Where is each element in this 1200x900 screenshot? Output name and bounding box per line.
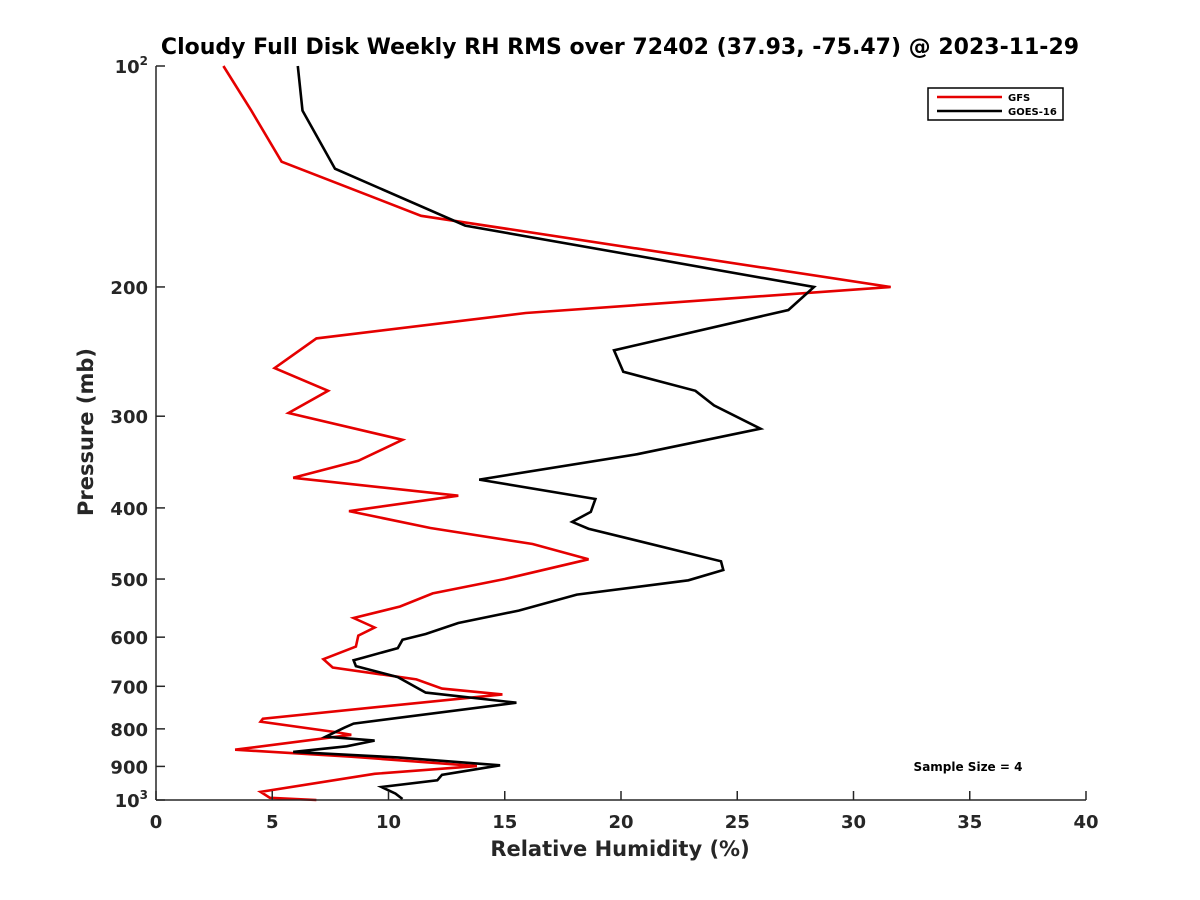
x-tick-label: 20: [608, 812, 633, 833]
series-line-goes-16: [293, 65, 817, 801]
legend-label: GFS: [1008, 93, 1030, 104]
x-tick-label: 5: [266, 812, 279, 833]
y-axis-label: Pressure (mb): [74, 348, 98, 516]
x-tick-label: 30: [841, 812, 866, 833]
x-tick-label: 15: [492, 812, 517, 833]
y-tick-label: 103: [115, 788, 148, 812]
y-tick-label: 200: [110, 278, 148, 299]
y-tick-label: 102: [115, 54, 148, 78]
tick-layer: 0 5 10 15 20 25 30 35 40 102 200 300 400 500 600 700 800…: [110, 54, 1098, 833]
chart-title: Cloudy Full Disk Weekly RH RMS over 7240…: [161, 35, 1079, 60]
axes-layer: [155, 66, 1086, 801]
series-line-gfs: [222, 65, 891, 802]
x-axis-label: Relative Humidity (%): [490, 837, 749, 861]
x-tick-label: 0: [150, 812, 163, 833]
legend-label: GOES-16: [1008, 107, 1057, 118]
annotation-layer: Sample Size = 4: [914, 760, 1023, 774]
x-tick-label: 10: [376, 812, 401, 833]
legend-box: [927, 87, 1064, 121]
y-tick-label: 800: [110, 720, 148, 741]
y-tick-label: 700: [110, 677, 148, 698]
series-layer: [222, 65, 891, 802]
x-tick-label: 35: [957, 812, 982, 833]
x-tick-label: 40: [1073, 812, 1098, 833]
legend: GFS GOES-16: [927, 87, 1064, 121]
y-tick-label: 300: [110, 407, 148, 428]
y-tick-label: 400: [110, 499, 148, 520]
x-tick-label: 25: [725, 812, 750, 833]
y-tick-label: 900: [110, 757, 148, 778]
y-tick-label: 600: [110, 628, 148, 649]
y-tick-label: 500: [110, 570, 148, 591]
sample-size-annotation: Sample Size = 4: [914, 760, 1023, 774]
